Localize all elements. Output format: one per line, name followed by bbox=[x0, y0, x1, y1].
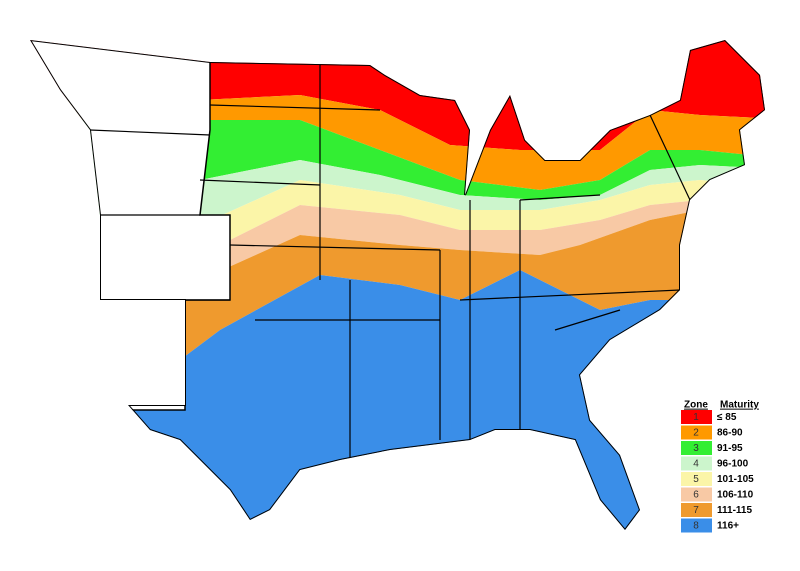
legend-swatch bbox=[681, 472, 712, 486]
legend-swatch bbox=[681, 425, 712, 440]
legend-maturity: 116+ bbox=[717, 521, 739, 532]
legend-maturity: 111-115 bbox=[717, 505, 752, 516]
legend-zone-header: Zone bbox=[684, 400, 708, 411]
legend-maturity: ≤ 85 bbox=[717, 412, 737, 423]
legend-maturity: 106-110 bbox=[717, 490, 754, 501]
legend-zone-number: 3 bbox=[693, 443, 699, 454]
legend-maturity: 86-90 bbox=[717, 428, 743, 439]
legend-maturity: 96-100 bbox=[717, 459, 749, 470]
legend-zone-number: 8 bbox=[693, 521, 699, 532]
legend-zone-number: 4 bbox=[693, 459, 699, 470]
legend-swatch bbox=[681, 487, 712, 502]
legend-zone-number: 7 bbox=[693, 505, 699, 516]
zone-region bbox=[30, 270, 765, 530]
legend-swatch bbox=[681, 410, 712, 424]
zone-region bbox=[30, 210, 765, 380]
legend-swatch bbox=[681, 456, 712, 471]
legend-maturity-header: Maturity bbox=[720, 400, 759, 411]
legend-zone-number: 1 bbox=[693, 412, 699, 423]
legend-swatch bbox=[681, 518, 712, 533]
legend-swatch bbox=[681, 441, 712, 455]
legend-maturity: 101-105 bbox=[717, 474, 754, 485]
legend-zone-number: 6 bbox=[693, 490, 699, 501]
legend-zone-number: 5 bbox=[693, 474, 699, 485]
legend-zone-number: 2 bbox=[693, 428, 699, 439]
legend: Zone Maturity 1 ≤ 85 2 86-90 3 91-95 4 96-100 5 1… bbox=[681, 400, 759, 533]
legend-swatch bbox=[681, 503, 712, 517]
legend-maturity: 91-95 bbox=[717, 443, 743, 454]
